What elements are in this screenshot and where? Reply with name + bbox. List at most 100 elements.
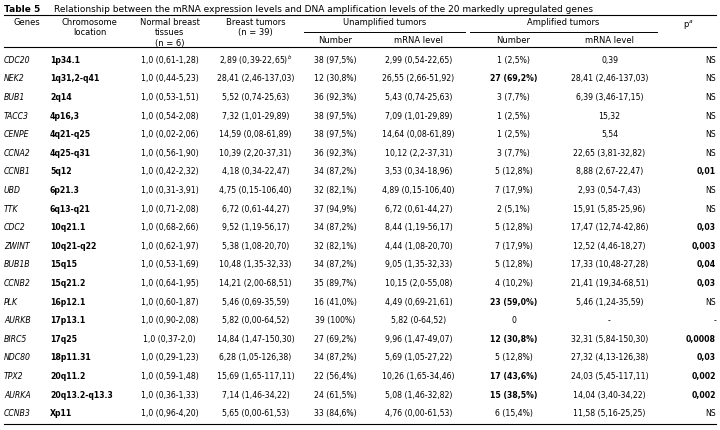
Text: 34 (87,2%): 34 (87,2%)	[314, 353, 357, 362]
Text: 17p13.1: 17p13.1	[50, 316, 85, 325]
Text: 5 (12,8%): 5 (12,8%)	[495, 260, 532, 269]
Text: NS: NS	[706, 148, 716, 157]
Text: PLK: PLK	[4, 297, 18, 306]
Text: 1,0 (0,31-3,91): 1,0 (0,31-3,91)	[140, 186, 199, 194]
Text: mRNA level: mRNA level	[585, 36, 634, 45]
Text: 24,03 (5,45-117,11): 24,03 (5,45-117,11)	[571, 371, 648, 380]
Text: 27 (69,2%): 27 (69,2%)	[490, 74, 537, 83]
Text: 4,49 (0,69-21,61): 4,49 (0,69-21,61)	[384, 297, 452, 306]
Text: 17q25: 17q25	[50, 334, 77, 343]
Text: 5,46 (1,24-35,59): 5,46 (1,24-35,59)	[576, 297, 643, 306]
Text: 32 (82,1%): 32 (82,1%)	[314, 241, 357, 250]
Text: TPX2: TPX2	[4, 371, 24, 380]
Text: 1 (2,5%): 1 (2,5%)	[497, 55, 530, 64]
Text: 10,39 (2,20-37,31): 10,39 (2,20-37,31)	[220, 148, 292, 157]
Text: 0,002: 0,002	[691, 371, 716, 380]
Text: 20q11.2: 20q11.2	[50, 371, 86, 380]
Text: 0,04: 0,04	[697, 260, 716, 269]
Text: 1,0 (0,64-1,95): 1,0 (0,64-1,95)	[140, 278, 199, 287]
Text: AURKB: AURKB	[4, 316, 31, 325]
Text: 39 (100%): 39 (100%)	[315, 316, 356, 325]
Text: 17,33 (10,48-27,28): 17,33 (10,48-27,28)	[571, 260, 648, 269]
Text: 3 (7,7%): 3 (7,7%)	[497, 148, 530, 157]
Text: 0,003: 0,003	[692, 241, 716, 250]
Text: CDC20: CDC20	[4, 55, 30, 64]
Text: 17,47 (12,74-42,86): 17,47 (12,74-42,86)	[571, 223, 648, 232]
Text: 14,21 (2,00-68,51): 14,21 (2,00-68,51)	[220, 278, 292, 287]
Text: 15,69 (1,65-117,11): 15,69 (1,65-117,11)	[217, 371, 294, 380]
Text: 0,03: 0,03	[697, 223, 716, 232]
Text: 7 (17,9%): 7 (17,9%)	[495, 241, 532, 250]
Text: 36 (92,3%): 36 (92,3%)	[314, 93, 356, 102]
Text: 12,52 (4,46-18,27): 12,52 (4,46-18,27)	[573, 241, 646, 250]
Text: 10q21-q22: 10q21-q22	[50, 241, 96, 250]
Text: 4,89 (0,15-106,40): 4,89 (0,15-106,40)	[382, 186, 455, 194]
Text: 1,0 (0,90-2,08): 1,0 (0,90-2,08)	[140, 316, 198, 325]
Text: 10q21.1: 10q21.1	[50, 223, 86, 232]
Text: 1,0 (0,53-1,69): 1,0 (0,53-1,69)	[140, 260, 198, 269]
Text: 27,32 (4,13-126,38): 27,32 (4,13-126,38)	[571, 353, 648, 362]
Text: 15q21.2: 15q21.2	[50, 278, 86, 287]
Text: 32 (82,1%): 32 (82,1%)	[314, 186, 357, 194]
Text: 5,82 (0,00-64,52): 5,82 (0,00-64,52)	[222, 316, 289, 325]
Text: 15q15: 15q15	[50, 260, 77, 269]
Text: 4,76 (0,00-61,53): 4,76 (0,00-61,53)	[384, 408, 452, 417]
Text: 1,0 (0,96-4,20): 1,0 (0,96-4,20)	[140, 408, 198, 417]
Text: 1 (2,5%): 1 (2,5%)	[497, 130, 530, 139]
Text: -: -	[608, 316, 611, 325]
Text: 34 (87,2%): 34 (87,2%)	[314, 260, 357, 269]
Text: 1,0 (0,36-1,33): 1,0 (0,36-1,33)	[140, 390, 198, 399]
Text: 2q14: 2q14	[50, 93, 72, 102]
Text: 5,43 (0,74-25,63): 5,43 (0,74-25,63)	[384, 93, 452, 102]
Text: 1,0 (0,53-1,51): 1,0 (0,53-1,51)	[140, 93, 199, 102]
Text: NEK2: NEK2	[4, 74, 24, 83]
Text: 5 (12,8%): 5 (12,8%)	[495, 353, 532, 362]
Text: BUB1B: BUB1B	[4, 260, 31, 269]
Text: 14,59 (0,08-61,89): 14,59 (0,08-61,89)	[220, 130, 292, 139]
Text: 1,0 (0,42-2,32): 1,0 (0,42-2,32)	[140, 167, 198, 176]
Text: 0,03: 0,03	[697, 353, 716, 362]
Text: 1,0 (0,37-2,0): 1,0 (0,37-2,0)	[143, 334, 196, 343]
Text: 1,0 (0,60-1,87): 1,0 (0,60-1,87)	[140, 297, 198, 306]
Text: 24 (61,5%): 24 (61,5%)	[314, 390, 357, 399]
Text: 38 (97,5%): 38 (97,5%)	[314, 111, 356, 120]
Text: Chromosome
location: Chromosome location	[62, 18, 117, 37]
Text: 35 (89,7%): 35 (89,7%)	[314, 278, 356, 287]
Text: 6,72 (0,61-44,27): 6,72 (0,61-44,27)	[222, 204, 289, 213]
Text: 1,0 (0,61-1,28): 1,0 (0,61-1,28)	[140, 55, 199, 64]
Text: 28,41 (2,46-137,03): 28,41 (2,46-137,03)	[571, 74, 648, 83]
Text: 1,0 (0,71-2,08): 1,0 (0,71-2,08)	[140, 204, 198, 213]
Text: TACC3: TACC3	[4, 111, 29, 120]
Text: 10,12 (2,2-37,31): 10,12 (2,2-37,31)	[384, 148, 452, 157]
Text: NDC80: NDC80	[4, 353, 31, 362]
Text: 6 (15,4%): 6 (15,4%)	[495, 408, 532, 417]
Text: NS: NS	[706, 297, 716, 306]
Text: 17 (43,6%): 17 (43,6%)	[490, 371, 537, 380]
Text: UBD: UBD	[4, 186, 21, 194]
Text: 16p12.1: 16p12.1	[50, 297, 86, 306]
Text: 11,58 (5,16-25,25): 11,58 (5,16-25,25)	[573, 408, 646, 417]
Text: 5,65 (0,00-61,53): 5,65 (0,00-61,53)	[222, 408, 289, 417]
Text: Normal breast
tissues
(n = 6): Normal breast tissues (n = 6)	[140, 18, 199, 48]
Text: 10,26 (1,65-34,46): 10,26 (1,65-34,46)	[382, 371, 455, 380]
Text: Genes: Genes	[13, 18, 40, 27]
Text: 7,14 (1,46-34,22): 7,14 (1,46-34,22)	[222, 390, 289, 399]
Text: 5 (12,8%): 5 (12,8%)	[495, 167, 532, 176]
Text: 26,55 (2,66-51,92): 26,55 (2,66-51,92)	[382, 74, 454, 83]
Text: 14,64 (0,08-61,89): 14,64 (0,08-61,89)	[382, 130, 455, 139]
Text: Table 5: Table 5	[4, 5, 40, 14]
Text: Xp11: Xp11	[50, 408, 72, 417]
Text: 5,08 (1,46-32,82): 5,08 (1,46-32,82)	[384, 390, 452, 399]
Text: 1,0 (0,54-2,08): 1,0 (0,54-2,08)	[140, 111, 198, 120]
Text: 38 (97,5%): 38 (97,5%)	[314, 130, 356, 139]
Text: 34 (87,2%): 34 (87,2%)	[314, 223, 357, 232]
Text: 6q13-q21: 6q13-q21	[50, 204, 91, 213]
Text: 38 (97,5%): 38 (97,5%)	[314, 55, 356, 64]
Text: 15,32: 15,32	[598, 111, 621, 120]
Text: 5,52 (0,74-25,63): 5,52 (0,74-25,63)	[222, 93, 289, 102]
Text: 18p11.31: 18p11.31	[50, 353, 91, 362]
Text: 5q12: 5q12	[50, 167, 71, 176]
Text: 15,91 (5,85-25,96): 15,91 (5,85-25,96)	[573, 204, 646, 213]
Text: 2,89 (0,39-22,65)$^b$: 2,89 (0,39-22,65)$^b$	[219, 53, 292, 67]
Text: 5,69 (1,05-27,22): 5,69 (1,05-27,22)	[385, 353, 452, 362]
